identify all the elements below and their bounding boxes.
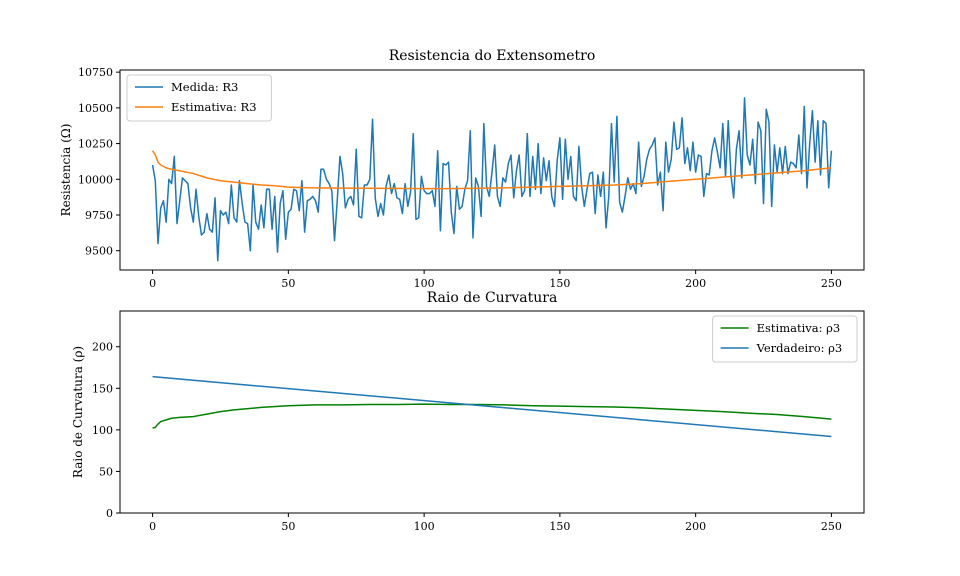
chart-raio-curvatura: Raio de Curvatura 0 50 100 150 200 250 0 50 100 1… (71, 290, 865, 533)
x-tick-label: 150 (549, 277, 570, 290)
y-tick-label: 50 (99, 465, 113, 478)
y-tick-label: 0 (106, 507, 113, 520)
x-tick-label: 200 (685, 277, 706, 290)
x-tick-label: 250 (821, 277, 842, 290)
x-tick-label: 100 (414, 520, 435, 533)
y-tick-label: 150 (92, 382, 113, 395)
plot-area-frame (119, 69, 865, 271)
legend-label: Estimativa: ρ3 (757, 321, 841, 335)
y-tick-label: 100 (92, 424, 113, 437)
chart-title: Resistencia do Extensometro (389, 48, 596, 64)
chart-resistencia: Resistencia do Extensometro 0 50 100 150 200… (59, 48, 865, 290)
y-tick-label: 200 (92, 341, 113, 354)
y-tick-label: 9750 (85, 209, 113, 222)
y-tick-label: 9500 (85, 245, 113, 258)
y-tick-label: 10250 (78, 138, 113, 151)
legend-label: Estimativa: R3 (171, 100, 257, 114)
chart-title: Raio de Curvatura (427, 290, 558, 306)
legend: Medida: R3 Estimativa: R3 (126, 74, 272, 122)
x-tick-label: 0 (149, 277, 156, 290)
x-tick-label: 250 (821, 520, 842, 533)
series-line-1 (152, 375, 832, 438)
y-axis-label: Resistencia (Ω) (59, 124, 73, 217)
x-tick-label: 200 (685, 520, 706, 533)
x-tick-label: 150 (549, 520, 570, 533)
legend-box (712, 315, 858, 363)
legend-box (126, 74, 272, 122)
x-tick-label: 0 (149, 520, 156, 533)
legend: Estimativa: ρ3 Verdadeiro: ρ3 (712, 315, 858, 363)
y-tick-label: 10500 (78, 102, 113, 115)
x-tick-label: 100 (414, 277, 435, 290)
legend-label: Verdadeiro: ρ3 (756, 341, 843, 355)
plot-area-frame (119, 310, 865, 514)
y-tick-label: 10000 (78, 173, 113, 186)
series-line-0 (151, 97, 833, 262)
series-line-1 (151, 150, 832, 190)
legend-label: Medida: R3 (171, 80, 238, 94)
y-axis-label: Raio de Curvatura (ρ) (71, 346, 85, 478)
x-tick-label: 50 (281, 520, 295, 533)
x-tick-label: 50 (281, 277, 295, 290)
y-tick-label: 10750 (78, 66, 113, 79)
series-line-0 (152, 403, 832, 429)
